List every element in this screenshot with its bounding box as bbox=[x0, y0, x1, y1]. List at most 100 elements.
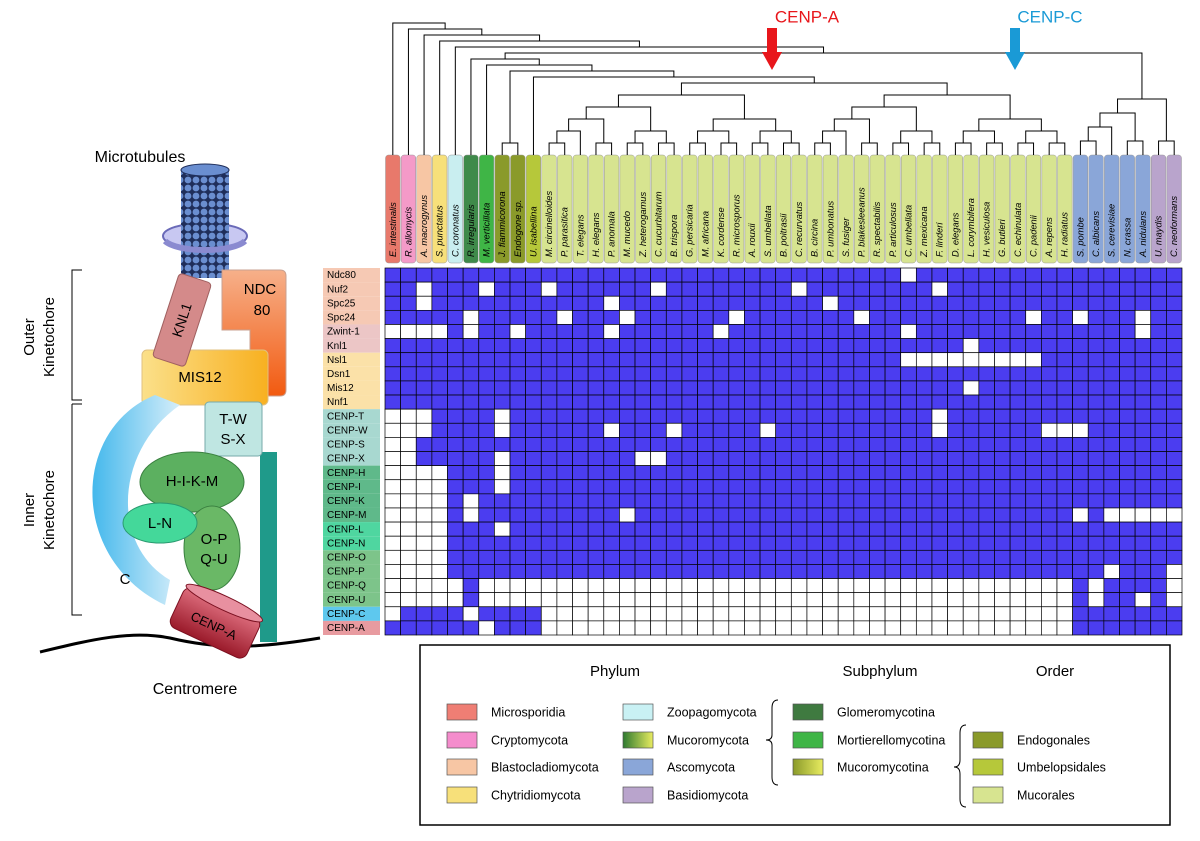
presence-cell bbox=[1056, 535, 1073, 551]
species-label: P. anomala bbox=[607, 211, 617, 257]
presence-cell bbox=[869, 408, 886, 424]
species-label: S. umbellata bbox=[763, 205, 773, 257]
presence-cell bbox=[1056, 338, 1073, 354]
presence-cell bbox=[1119, 521, 1136, 537]
presence-cell bbox=[900, 451, 917, 466]
presence-cell bbox=[837, 578, 855, 594]
presence-cell bbox=[775, 309, 792, 325]
presence-cell bbox=[587, 479, 605, 495]
legend-label: Ascomycota bbox=[667, 760, 735, 774]
presence-cell bbox=[462, 324, 480, 339]
presence-cell bbox=[1025, 592, 1042, 608]
presence-cell bbox=[790, 479, 808, 495]
presence-cell bbox=[1134, 422, 1152, 438]
species-label: A. rouxii bbox=[747, 222, 757, 258]
presence-cell bbox=[1009, 309, 1027, 325]
presence-cell bbox=[900, 366, 917, 382]
label: Inner bbox=[21, 493, 38, 527]
presence-cell bbox=[494, 309, 511, 325]
presence-cell bbox=[728, 549, 745, 565]
presence-cell bbox=[447, 535, 464, 551]
presence-cell bbox=[415, 535, 433, 551]
presence-cell bbox=[884, 267, 902, 283]
tree-branch bbox=[595, 142, 613, 155]
row-label: CENP-P bbox=[327, 567, 365, 578]
presence-cell bbox=[744, 380, 761, 396]
presence-cell bbox=[634, 493, 652, 509]
presence-cell bbox=[1072, 451, 1089, 466]
row-label-box bbox=[323, 395, 380, 410]
presence-cell bbox=[384, 479, 401, 495]
presence-cell bbox=[931, 324, 948, 339]
label: Microtubules bbox=[95, 149, 186, 166]
presence-cell bbox=[790, 451, 808, 466]
presence-cell bbox=[634, 507, 652, 523]
presence-cell bbox=[1072, 592, 1089, 608]
presence-cell bbox=[915, 507, 933, 523]
presence-cell bbox=[462, 535, 480, 551]
presence-cell bbox=[1087, 281, 1105, 297]
presence-cell bbox=[994, 422, 1011, 438]
presence-cell bbox=[931, 620, 948, 636]
presence-cell bbox=[994, 578, 1011, 594]
presence-cell bbox=[1056, 507, 1073, 523]
presence-cell bbox=[1103, 309, 1120, 325]
species-label: M. verticillata bbox=[482, 203, 492, 257]
label: L-N bbox=[148, 515, 172, 532]
species-label: B. trispora bbox=[669, 215, 679, 257]
presence-cell bbox=[759, 324, 777, 339]
row-label: Spc24 bbox=[327, 313, 356, 324]
presence-cell bbox=[634, 620, 652, 636]
presence-cell bbox=[400, 507, 417, 523]
presence-cell bbox=[650, 267, 667, 283]
presence-cell bbox=[994, 521, 1011, 537]
presence-cell bbox=[884, 564, 902, 579]
presence-cell bbox=[478, 309, 495, 325]
presence-cell bbox=[790, 352, 808, 368]
presence-cell bbox=[900, 394, 917, 410]
presence-cell bbox=[962, 295, 980, 311]
presence-cell bbox=[837, 338, 855, 354]
presence-cell bbox=[759, 295, 777, 311]
presence-cell bbox=[744, 578, 761, 594]
presence-cell bbox=[728, 422, 745, 438]
row-label-box bbox=[323, 564, 380, 579]
presence-cell bbox=[447, 281, 464, 297]
presence-cell bbox=[619, 295, 636, 311]
presence-cell bbox=[697, 507, 714, 523]
presence-cell bbox=[1166, 493, 1183, 509]
presence-cell bbox=[665, 521, 683, 537]
presence-cell bbox=[525, 338, 542, 354]
presence-cell bbox=[1056, 422, 1073, 438]
presence-cell bbox=[603, 366, 620, 382]
presence-cell bbox=[1072, 408, 1089, 424]
presence-cell bbox=[1134, 465, 1152, 481]
presence-cell bbox=[931, 394, 948, 410]
presence-cell bbox=[1087, 507, 1105, 523]
presence-cell bbox=[962, 352, 980, 368]
presence-cell bbox=[572, 366, 589, 382]
presence-cell bbox=[1009, 295, 1027, 311]
label: O-P bbox=[201, 531, 228, 548]
presence-cell bbox=[556, 578, 573, 594]
presence-cell bbox=[494, 295, 511, 311]
presence-cell bbox=[869, 592, 886, 608]
presence-cell bbox=[775, 578, 792, 594]
presence-cell bbox=[1103, 422, 1120, 438]
row-label: CENP-A bbox=[327, 623, 365, 634]
legend-swatch bbox=[446, 758, 478, 776]
presence-cell bbox=[1134, 338, 1152, 354]
presence-cell bbox=[462, 281, 480, 297]
presence-cell bbox=[400, 493, 417, 509]
presence-cell bbox=[431, 493, 448, 509]
presence-cell bbox=[869, 507, 886, 523]
presence-cell bbox=[931, 592, 948, 608]
tree-branch bbox=[504, 52, 1143, 99]
presence-cell bbox=[806, 521, 823, 537]
presence-cell bbox=[1056, 281, 1073, 297]
presence-cell bbox=[1025, 408, 1042, 424]
species-label: Z. heterogamus bbox=[638, 192, 648, 258]
presence-cell bbox=[697, 493, 714, 509]
presence-cell bbox=[744, 493, 761, 509]
presence-cell bbox=[822, 465, 839, 481]
